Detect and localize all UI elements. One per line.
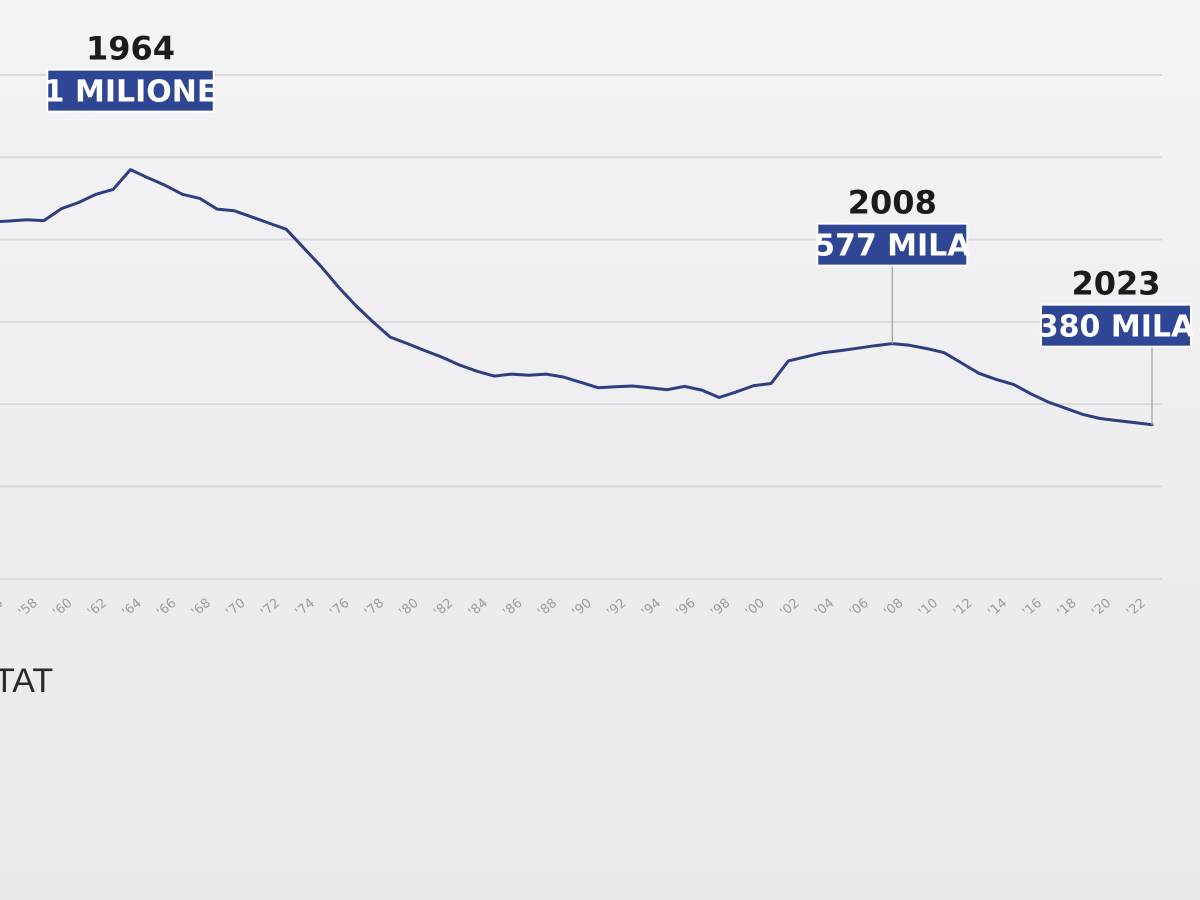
x-tick-label: '86 [500, 596, 525, 620]
x-tick-label: '00 [743, 596, 768, 620]
x-tick-label: '14 [985, 596, 1010, 620]
annotation-year: 2008 [848, 184, 937, 222]
x-tick-label: '64 [120, 596, 145, 620]
x-tick-label: '92 [604, 596, 629, 620]
annotation-year: 2023 [1071, 265, 1160, 303]
x-tick-label: '84 [466, 596, 491, 620]
annotation-value: 577 MILA [814, 229, 971, 264]
x-tick-label: '22 [1124, 596, 1149, 620]
x-tick-label: '58 [16, 596, 41, 620]
x-tick-label: '94 [639, 596, 664, 620]
x-tick-label: '62 [85, 596, 110, 620]
x-tick-label: '80 [397, 596, 422, 620]
annotation-value-box [1040, 303, 1192, 348]
x-tick-label: '90 [570, 596, 595, 620]
x-tick-label: '68 [189, 596, 214, 620]
x-tick-label: '70 [223, 596, 248, 620]
annotation-value: 1 MILIONE [44, 75, 218, 110]
x-tick-label: '12 [951, 596, 976, 620]
x-tick-label: '74 [293, 596, 318, 620]
x-tick-label: '88 [535, 596, 560, 620]
x-tick-label: '20 [1089, 596, 1114, 620]
x-tick-label: '66 [154, 596, 179, 620]
annotation-value-box [46, 68, 215, 113]
x-tick-label: '08 [881, 596, 906, 620]
x-axis-ticks: '56 '58 '60 '62 '64 '66 '68 '70 '72 '74 '76 '78 '80 '… [0, 596, 1149, 620]
annotation-year: 1964 [86, 30, 175, 68]
x-tick-label: '60 [50, 596, 75, 620]
annotation-value-box [816, 222, 969, 267]
x-tick-label: '78 [362, 596, 387, 620]
source-label: TAT [0, 662, 53, 700]
annotation-value: 380 MILA [1038, 310, 1195, 345]
x-tick-label: '96 [674, 596, 699, 620]
x-tick-label: '18 [1055, 596, 1080, 620]
x-tick-label: '98 [708, 596, 733, 620]
annotations: 1964 1 MILIONE 2008 577 MILA 2023 380 MILA [44, 30, 1195, 425]
x-tick-label: '72 [258, 596, 283, 620]
x-tick-label: '10 [916, 596, 941, 620]
x-tick-label: '02 [777, 596, 802, 620]
x-tick-label: '16 [1020, 596, 1045, 620]
series-line-births [0, 168, 1154, 427]
x-tick-label: '56 [0, 596, 6, 620]
x-tick-label: '76 [327, 596, 352, 620]
x-tick-label: '06 [847, 596, 872, 620]
x-tick-label: '04 [812, 596, 837, 620]
x-tick-label: '82 [431, 596, 456, 620]
grid [0, 74, 1162, 580]
